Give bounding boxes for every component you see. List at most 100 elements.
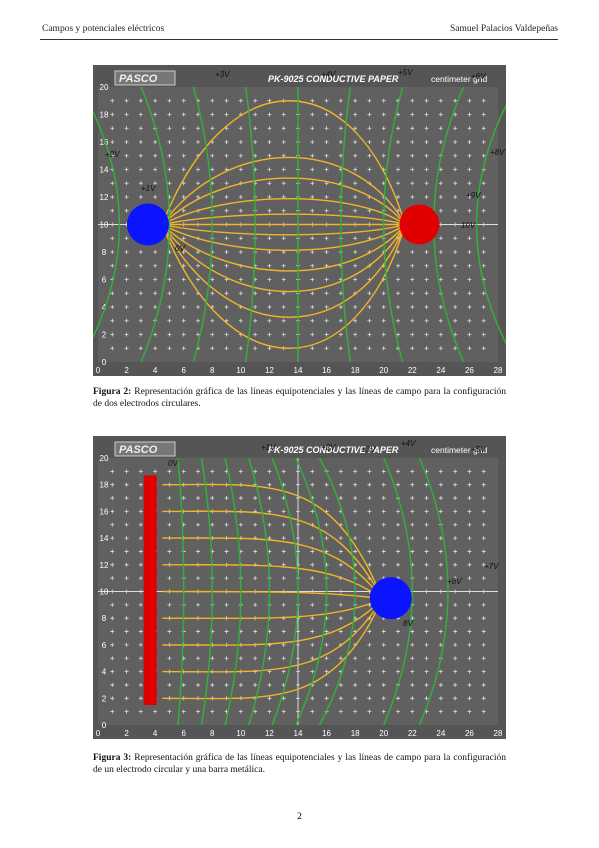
annotation: +1V xyxy=(261,443,276,452)
annotation: +7V xyxy=(484,562,499,571)
x-tick-label: 6 xyxy=(181,729,186,738)
field-line xyxy=(162,590,377,599)
equipotential-line xyxy=(140,86,171,363)
x-tick-label: 14 xyxy=(294,366,303,375)
annotation: +4V xyxy=(401,439,416,448)
y-tick-label: 4 xyxy=(102,303,107,312)
annotation: +6V xyxy=(471,72,486,81)
y-tick-label: 10 xyxy=(100,588,109,597)
field-line xyxy=(162,483,378,586)
field-line xyxy=(161,198,406,226)
caption-label: Figura 2: xyxy=(93,387,132,397)
figure-photo: PASCO PK-9025 CONDUCTIVE PAPER centimeter … xyxy=(93,436,506,739)
y-tick-label: 12 xyxy=(100,561,109,570)
y-tick-label: 6 xyxy=(102,276,107,285)
field-line xyxy=(162,213,406,226)
x-tick-label: 26 xyxy=(465,729,474,738)
y-tick-label: 0 xyxy=(102,358,107,367)
x-tick-label: 18 xyxy=(351,366,360,375)
y-tick-label: 2 xyxy=(102,331,107,340)
annotation: 0V xyxy=(168,459,178,468)
annotation: +1V xyxy=(141,184,156,193)
y-tick-label: 8 xyxy=(102,248,107,257)
paper-title: PK-9025 CONDUCTIVE PAPER xyxy=(268,445,399,455)
x-tick-label: 2 xyxy=(124,729,129,738)
x-tick-label: 20 xyxy=(379,366,388,375)
field-line xyxy=(161,224,406,349)
x-tick-label: 24 xyxy=(436,366,445,375)
y-tick-label: 18 xyxy=(100,111,109,120)
equipotential-line xyxy=(271,457,299,726)
electrode xyxy=(399,204,440,245)
x-tick-label: 8 xyxy=(210,366,215,375)
equipotential-line xyxy=(93,110,121,339)
field-line xyxy=(161,223,406,272)
y-tick-label: 16 xyxy=(100,138,109,147)
paper-title: PK-9025 CONDUCTIVE PAPER xyxy=(268,74,399,84)
electrode xyxy=(369,577,412,620)
x-tick-label: 4 xyxy=(153,729,158,738)
annotation: +2V xyxy=(321,443,336,452)
annotation: +3V xyxy=(361,445,376,454)
y-tick-label: 10 xyxy=(100,221,109,230)
y-tick-label: 20 xyxy=(100,454,109,463)
field-line xyxy=(161,224,406,318)
caption: Figura 2: Representación gráfica de las … xyxy=(93,386,506,410)
x-tick-label: 0 xyxy=(96,366,101,375)
field-line xyxy=(162,610,378,700)
annotation: +3V xyxy=(215,70,230,79)
field-line xyxy=(161,156,406,225)
y-tick-label: 14 xyxy=(100,534,109,543)
x-tick-label: 18 xyxy=(351,729,360,738)
field-line xyxy=(162,564,377,596)
x-tick-label: 16 xyxy=(322,366,331,375)
equipotential-line xyxy=(192,86,213,363)
y-tick-label: 18 xyxy=(100,481,109,490)
y-tick-label: 14 xyxy=(100,166,109,175)
x-tick-label: 10 xyxy=(236,366,245,375)
equipotential-line xyxy=(248,457,271,726)
equipotential-line xyxy=(245,86,256,363)
annotation: +5V xyxy=(471,445,486,454)
annotation: +8V xyxy=(447,577,462,586)
equipotential-line xyxy=(224,457,242,726)
header-left: Campos y potenciales eléctricos xyxy=(42,24,165,34)
x-tick-label: 22 xyxy=(408,366,417,375)
equipotential-line xyxy=(383,457,413,726)
caption: Figura 3: Representación gráfica de las … xyxy=(93,752,506,776)
x-tick-label: 14 xyxy=(294,729,303,738)
x-tick-label: 10 xyxy=(236,729,245,738)
annotation: +8V xyxy=(490,148,505,157)
equipotential-line xyxy=(177,457,185,726)
x-tick-label: 24 xyxy=(436,729,445,738)
brand-box xyxy=(114,70,176,86)
brand: PASCO xyxy=(119,73,158,85)
y-tick-label: 16 xyxy=(100,507,109,516)
brand-box xyxy=(114,441,176,457)
caption-text: Representación gráfica de las líneas equ… xyxy=(93,387,507,409)
equipotential-line xyxy=(295,457,328,726)
x-tick-label: 26 xyxy=(465,366,474,375)
annotation: 0V xyxy=(175,244,185,253)
annotation: +9V xyxy=(466,191,481,200)
y-tick-label: 20 xyxy=(100,83,109,92)
field-line xyxy=(162,607,378,673)
grid-label: centimeter grid xyxy=(431,445,487,455)
electrode xyxy=(127,203,169,246)
caption-text: Representación gráfica de las líneas equ… xyxy=(93,753,507,775)
annotation: +4V xyxy=(321,70,336,79)
annotation: 8V xyxy=(403,619,413,628)
brand: PASCO xyxy=(119,444,158,456)
field-line xyxy=(161,100,406,225)
field-line xyxy=(162,223,406,236)
equipotential-line xyxy=(475,104,506,345)
y-tick-label: 2 xyxy=(102,694,107,703)
annotation: +2V xyxy=(105,150,120,159)
x-tick-label: 22 xyxy=(408,729,417,738)
y-tick-label: 4 xyxy=(102,668,107,677)
x-tick-label: 28 xyxy=(494,366,503,375)
x-tick-label: 28 xyxy=(494,729,503,738)
field-line xyxy=(161,177,406,226)
x-tick-label: 16 xyxy=(322,729,331,738)
